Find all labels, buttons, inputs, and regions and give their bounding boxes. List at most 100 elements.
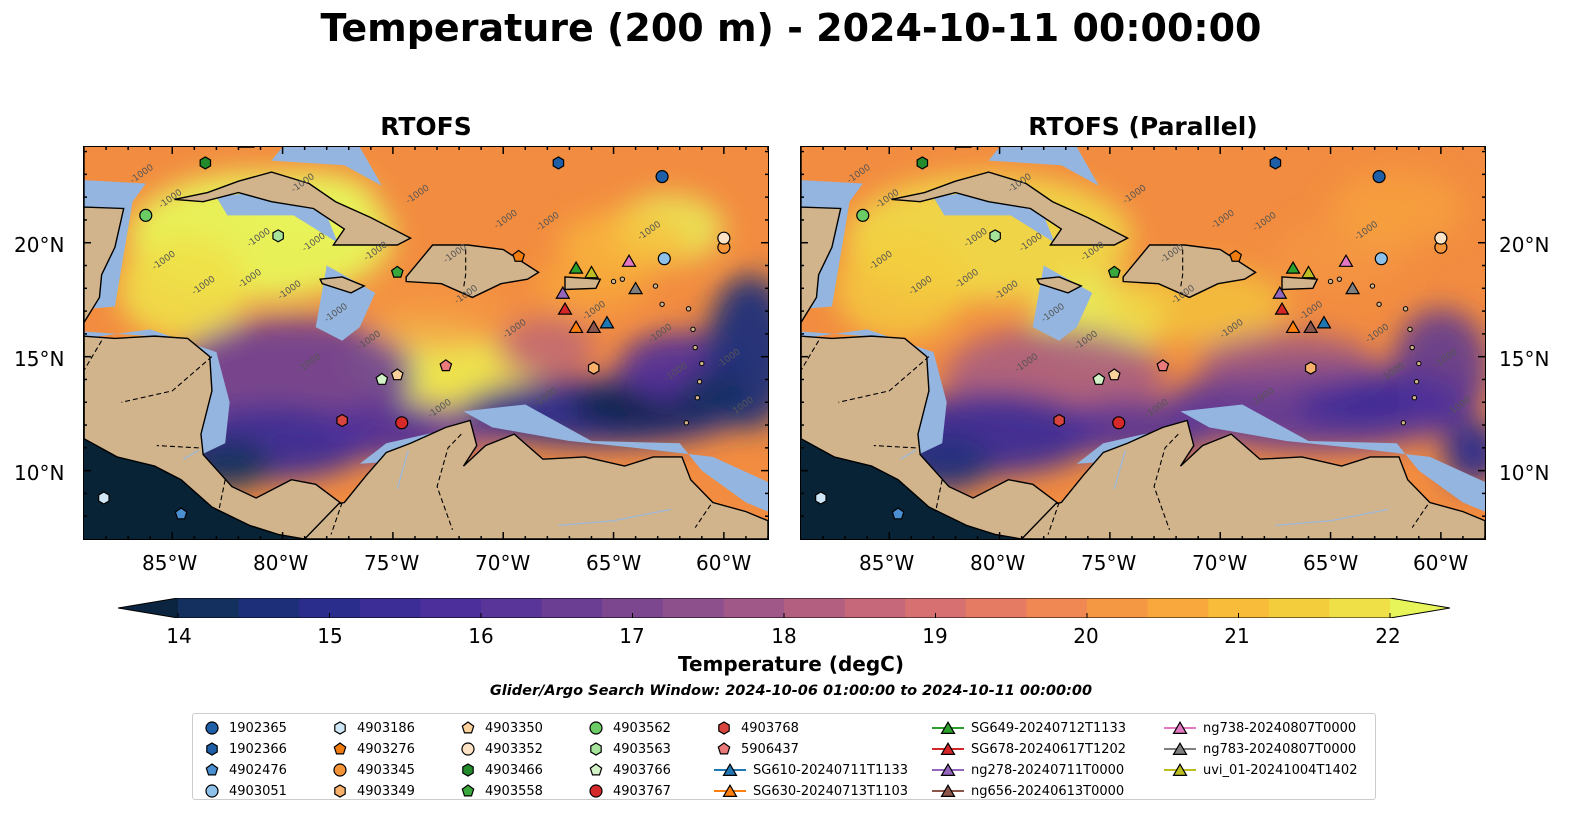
panel-title-rtofs: RTOFS (380, 112, 472, 141)
marker-ng738-20240807T0000[interactable] (621, 253, 637, 267)
colorbar-segment (1026, 598, 1088, 618)
country-border (873, 445, 916, 449)
colorbar-tick: 18 (771, 624, 797, 648)
marker-ng783-20240807T0000[interactable] (628, 281, 644, 295)
lat-tick-label-left: 15°N (14, 347, 65, 371)
marker-4903768[interactable] (1053, 413, 1065, 428)
colorbar-segment (662, 598, 724, 618)
legend-symbol (714, 784, 746, 797)
legend-label: 4903349 (357, 783, 415, 799)
legend-label: 4903350 (485, 720, 543, 736)
colorbar-segment (541, 598, 603, 618)
legend-item: SG678-20240617T1202 (931, 739, 1126, 759)
marker-4903562[interactable] (139, 208, 153, 222)
colorbar-tick: 22 (1375, 624, 1401, 648)
island (652, 283, 659, 289)
marker-4903276[interactable] (512, 249, 526, 262)
lon-tick-label: 85°W (859, 551, 915, 575)
country-border (801, 340, 820, 371)
marker-5906437[interactable] (1156, 359, 1170, 372)
lat-tick-label-left: 20°N (14, 233, 65, 257)
marker-4903558[interactable] (1107, 265, 1121, 278)
marker-ng278-20240711T0000[interactable] (555, 285, 571, 299)
marker-uvi_01-20241004T1402[interactable] (584, 265, 600, 279)
legend-item: 4903276 (329, 739, 415, 759)
legend-label: 5906437 (741, 741, 799, 757)
legend-label: 4903345 (357, 762, 415, 778)
marker-5906437[interactable] (439, 359, 453, 372)
marker-4903766[interactable] (375, 372, 389, 385)
legend-symbol (589, 721, 603, 735)
legend-symbol (461, 742, 475, 756)
land-south-america (303, 419, 768, 539)
marker-4903186[interactable] (98, 491, 110, 505)
marker-4903186[interactable] (815, 491, 827, 505)
map-panel-rtofs[interactable]: -1000 -1000 -1000 -1000 -1000 -1000 -1000 -1000… (83, 146, 769, 540)
river (1275, 508, 1389, 527)
marker-4903767[interactable] (1112, 416, 1126, 430)
island (1376, 301, 1382, 307)
marker-1902366[interactable] (552, 156, 565, 170)
marker-uvi_01-20241004T1402[interactable] (1301, 265, 1317, 279)
marker-4903562[interactable] (856, 208, 870, 222)
marker-4903466[interactable] (916, 156, 929, 170)
marker-SG630-20240713T1103[interactable] (1285, 320, 1301, 334)
legend-item: ng783-20240807T0000 (1163, 739, 1356, 759)
continental-shelf (988, 147, 1099, 186)
legend-symbol (1164, 742, 1196, 755)
legend-item: 5906437 (713, 739, 799, 759)
marker-4903051[interactable] (657, 252, 671, 266)
legend-symbol (334, 721, 346, 735)
island (1327, 278, 1334, 285)
marker-4902476[interactable] (174, 507, 188, 520)
marker-SG678-20240617T1202[interactable] (557, 301, 573, 315)
colorbar-tick: 14 (166, 624, 192, 648)
marker-ng738-20240807T0000[interactable] (1338, 253, 1354, 267)
marker-4903766[interactable] (1092, 372, 1106, 385)
marker-4903352[interactable] (1434, 231, 1448, 245)
marker-4903563[interactable] (272, 229, 284, 243)
marker-SG610-20240711T1133[interactable] (1316, 315, 1332, 329)
colorbar-segment (1329, 598, 1391, 618)
legend-item: 4902476 (201, 760, 287, 780)
marker-ng656-20240613T0000[interactable] (1303, 320, 1319, 334)
legend-symbol (714, 763, 746, 776)
legend-item: ng738-20240807T0000 (1163, 718, 1356, 738)
marker-4903349[interactable] (1304, 361, 1317, 375)
land-jamaica (319, 276, 366, 294)
marker-4903563[interactable] (989, 229, 1001, 243)
marker-ng656-20240613T0000[interactable] (586, 320, 602, 334)
marker-ng783-20240807T0000[interactable] (1345, 281, 1361, 295)
marker-4903350[interactable] (1107, 368, 1121, 381)
marker-4903352[interactable] (717, 231, 731, 245)
marker-4902476[interactable] (891, 507, 905, 520)
marker-ng278-20240711T0000[interactable] (1272, 285, 1288, 299)
marker-SG610-20240711T1133[interactable] (599, 315, 615, 329)
marker-4903276[interactable] (1229, 249, 1243, 262)
marker-SG630-20240713T1103[interactable] (568, 320, 584, 334)
colorbar-segment (1087, 598, 1149, 618)
marker-1902365[interactable] (655, 170, 669, 184)
land-yucatan (84, 147, 125, 439)
marker-4903350[interactable] (390, 368, 404, 381)
marker-SG649-20240712T1133[interactable] (1285, 260, 1301, 274)
map-panel-rtofs-parallel[interactable]: -1000 -1000 -1000 -1000 -1000 -1000 -1000 -1000… (800, 146, 1486, 540)
marker-4903558[interactable] (390, 265, 404, 278)
marker-SG678-20240617T1202[interactable] (1274, 301, 1290, 315)
lon-tick-label: 75°W (364, 551, 420, 575)
marker-4903466[interactable] (199, 156, 212, 170)
marker-1902365[interactable] (1372, 170, 1386, 184)
colorbar-segment (1208, 598, 1270, 618)
marker-4903767[interactable] (395, 416, 409, 430)
legend-label: 4903562 (613, 720, 671, 736)
island (659, 301, 665, 307)
marker-SG649-20240712T1133[interactable] (568, 260, 584, 274)
marker-1902366[interactable] (1269, 156, 1282, 170)
marker-4903349[interactable] (587, 361, 600, 375)
legend-item: uvi_01-20241004T1402 (1163, 760, 1357, 780)
marker-4903051[interactable] (1374, 252, 1388, 266)
lon-tick-label: 70°W (1192, 551, 1248, 575)
colorbar-segment (723, 598, 785, 618)
marker-4903768[interactable] (336, 413, 348, 428)
lon-tick-label: 75°W (1081, 551, 1137, 575)
